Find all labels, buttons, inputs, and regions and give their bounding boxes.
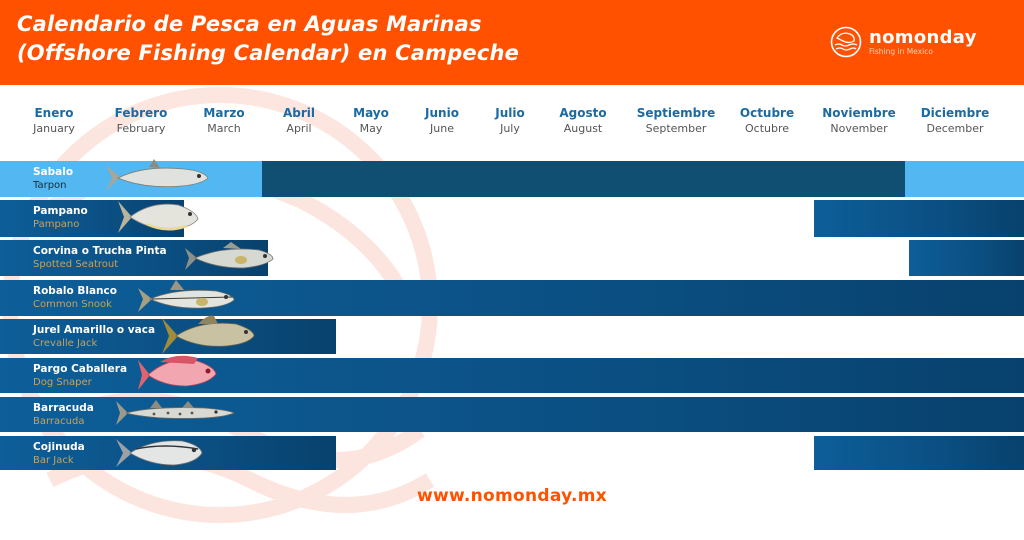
bar-jack-fish-icon xyxy=(116,439,203,467)
month-header-jul: Julio July xyxy=(495,106,525,135)
season-bar xyxy=(814,200,1024,237)
species-name-es: Sabalo xyxy=(33,166,74,178)
month-header-sep: Septiembre September xyxy=(636,106,716,135)
species-name-es: Jurel Amarillo o vaca xyxy=(33,324,156,336)
logo-tagline: Fishing in Mexico xyxy=(869,46,933,56)
season-bar xyxy=(909,240,1024,276)
species-row-pampano: Pampano Pampano xyxy=(0,200,1024,237)
species-name-es: Cojinuda xyxy=(33,441,85,453)
species-name-es: Robalo Blanco xyxy=(33,285,117,297)
fish-wave-circle-icon xyxy=(830,26,862,58)
snapper-fish-icon xyxy=(138,355,217,390)
species-name-en: Tarpon xyxy=(33,180,67,191)
title-line-1: Calendario de Pesca en Aguas Marinas xyxy=(17,12,482,36)
species-row-dog-snapper: Pargo Caballera Dog Snaper xyxy=(0,355,1024,393)
pampano-fish-icon xyxy=(118,201,199,233)
month-header-jun: Junio June xyxy=(425,106,459,135)
species-row-tarpon: Sabalo Tarpon xyxy=(0,159,1024,197)
species-row-bar-jack: Cojinuda Bar Jack xyxy=(0,436,1024,470)
month-header-mar: Marzo March xyxy=(203,106,245,135)
species-name-es: Pargo Caballera xyxy=(33,363,128,375)
footer-url-link[interactable]: www.nomonday.mx xyxy=(416,486,608,506)
page-title: Calendario de Pesca en Aguas Marinas (Of… xyxy=(17,10,519,68)
logo-name: nomonday xyxy=(869,26,977,48)
month-header-feb: Febrero February xyxy=(114,106,168,135)
species-name-en: Barracuda xyxy=(33,416,85,427)
month-header-oct: Octubre Octubre xyxy=(739,106,795,135)
species-name-es: Corvina o Trucha Pinta xyxy=(33,245,167,257)
species-name-en: Common Snook xyxy=(33,299,112,310)
tarpon-fish-icon xyxy=(106,159,209,191)
nomonday-logo[interactable]: nomonday Fishing in Mexico xyxy=(830,26,977,58)
month-header-apr: Abril April xyxy=(282,106,316,135)
month-header-nov: Noviembre November xyxy=(822,106,896,135)
species-name-en: Spotted Seatrout xyxy=(33,259,119,270)
month-header-aug: Agosto August xyxy=(559,106,607,135)
species-row-barracuda: Barracuda Barracuda xyxy=(0,397,1024,432)
header-banner: Calendario de Pesca en Aguas Marinas (Of… xyxy=(0,0,1024,85)
barracuda-fish-icon xyxy=(116,400,235,425)
month-header-dec: Diciembre December xyxy=(920,106,990,135)
season-bar xyxy=(814,436,1024,470)
seatrout-fish-icon xyxy=(185,242,274,270)
month-header-may: Mayo May xyxy=(353,106,389,135)
species-name-en: Pampano xyxy=(33,219,80,230)
species-name-en: Bar Jack xyxy=(33,455,74,466)
species-row-common-snook: Robalo Blanco Common Snook xyxy=(0,280,1024,316)
species-name-es: Pampano xyxy=(33,205,88,217)
season-bar-navy xyxy=(262,161,905,197)
species-row-spotted-seatrout: Corvina o Trucha Pinta Spotted Seatrout xyxy=(0,240,1024,276)
title-line-2: (Offshore Fishing Calendar) en Campeche xyxy=(17,41,520,65)
species-name-en: Dog Snaper xyxy=(33,377,92,388)
season-bar-light xyxy=(905,161,1024,197)
month-header-jan: Enero January xyxy=(33,106,75,135)
species-row-crevalle-jack: Jurel Amarillo o vaca Crevalle Jack xyxy=(0,315,1024,354)
species-name-en: Crevalle Jack xyxy=(33,338,98,349)
species-name-es: Barracuda xyxy=(33,402,94,414)
